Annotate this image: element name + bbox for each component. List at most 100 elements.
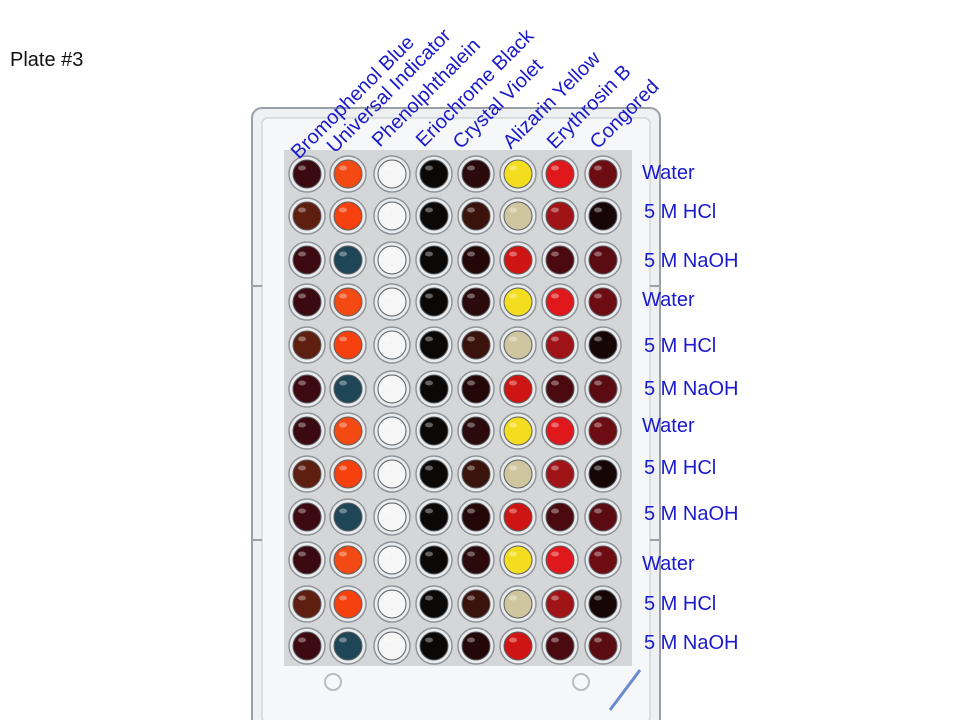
well-r7-c1 bbox=[288, 412, 326, 450]
well-r2-c1 bbox=[288, 197, 326, 235]
well-r12-c3 bbox=[373, 627, 411, 665]
well-r6-c8 bbox=[584, 370, 622, 408]
well-r11-c7 bbox=[541, 585, 579, 623]
well-r6-c4 bbox=[415, 370, 453, 408]
well-r3-c4 bbox=[415, 241, 453, 279]
well-r3-c8 bbox=[584, 241, 622, 279]
well-r2-c5 bbox=[457, 197, 495, 235]
well-r10-c3 bbox=[373, 541, 411, 579]
well-r11-c5 bbox=[457, 585, 495, 623]
well-r9-c8 bbox=[584, 498, 622, 536]
well-r1-c8 bbox=[584, 155, 622, 193]
well-r2-c6 bbox=[499, 197, 537, 235]
well-r8-c5 bbox=[457, 455, 495, 493]
well-r3-c6 bbox=[499, 241, 537, 279]
well-r9-c3 bbox=[373, 498, 411, 536]
well-r5-c8 bbox=[584, 326, 622, 364]
well-r2-c4 bbox=[415, 197, 453, 235]
well-r7-c2 bbox=[329, 412, 367, 450]
well-r12-c2 bbox=[329, 627, 367, 665]
well-r2-c8 bbox=[584, 197, 622, 235]
well-r2-c2 bbox=[329, 197, 367, 235]
well-r7-c3 bbox=[373, 412, 411, 450]
well-r6-c3 bbox=[373, 370, 411, 408]
well-r10-c4 bbox=[415, 541, 453, 579]
well-r2-c7 bbox=[541, 197, 579, 235]
row-label-3: 5 M NaOH bbox=[644, 250, 739, 272]
well-r8-c6 bbox=[499, 455, 537, 493]
well-r7-c4 bbox=[415, 412, 453, 450]
well-r8-c3 bbox=[373, 455, 411, 493]
well-r5-c7 bbox=[541, 326, 579, 364]
well-r5-c5 bbox=[457, 326, 495, 364]
well-r5-c4 bbox=[415, 326, 453, 364]
well-r11-c3 bbox=[373, 585, 411, 623]
well-r12-c4 bbox=[415, 627, 453, 665]
well-r12-c1 bbox=[288, 627, 326, 665]
well-r8-c2 bbox=[329, 455, 367, 493]
row-label-8: 5 M HCl bbox=[644, 457, 717, 479]
well-r9-c2 bbox=[329, 498, 367, 536]
well-r9-c5 bbox=[457, 498, 495, 536]
well-r5-c1 bbox=[288, 326, 326, 364]
well-r1-c3 bbox=[373, 155, 411, 193]
well-r5-c6 bbox=[499, 326, 537, 364]
well-r1-c6 bbox=[499, 155, 537, 193]
well-r10-c8 bbox=[584, 541, 622, 579]
row-label-9: 5 M NaOH bbox=[644, 503, 739, 525]
well-r8-c8 bbox=[584, 455, 622, 493]
row-label-4: Water bbox=[642, 289, 695, 311]
well-r7-c8 bbox=[584, 412, 622, 450]
well-r11-c4 bbox=[415, 585, 453, 623]
well-r12-c5 bbox=[457, 627, 495, 665]
well-r6-c7 bbox=[541, 370, 579, 408]
row-label-7: Water bbox=[642, 415, 695, 437]
well-r4-c7 bbox=[541, 283, 579, 321]
well-r6-c2 bbox=[329, 370, 367, 408]
well-r5-c3 bbox=[373, 326, 411, 364]
well-r6-c5 bbox=[457, 370, 495, 408]
well-r9-c6 bbox=[499, 498, 537, 536]
well-r9-c4 bbox=[415, 498, 453, 536]
well-r1-c1 bbox=[288, 155, 326, 193]
well-r4-c1 bbox=[288, 283, 326, 321]
well-r11-c1 bbox=[288, 585, 326, 623]
well-r4-c8 bbox=[584, 283, 622, 321]
well-r3-c2 bbox=[329, 241, 367, 279]
well-r11-c6 bbox=[499, 585, 537, 623]
well-r9-c1 bbox=[288, 498, 326, 536]
well-r9-c7 bbox=[541, 498, 579, 536]
well-r12-c8 bbox=[584, 627, 622, 665]
well-r10-c7 bbox=[541, 541, 579, 579]
well-r2-c3 bbox=[373, 197, 411, 235]
well-r7-c6 bbox=[499, 412, 537, 450]
plate-title: Plate #3 bbox=[10, 49, 84, 71]
well-r10-c5 bbox=[457, 541, 495, 579]
well-r1-c2 bbox=[329, 155, 367, 193]
row-label-12: 5 M NaOH bbox=[644, 632, 739, 654]
well-r10-c2 bbox=[329, 541, 367, 579]
well-r11-c2 bbox=[329, 585, 367, 623]
row-label-10: Water bbox=[642, 553, 695, 575]
row-label-1: Water bbox=[642, 162, 695, 184]
row-label-11: 5 M HCl bbox=[644, 593, 717, 615]
well-r6-c6 bbox=[499, 370, 537, 408]
row-label-5: 5 M HCl bbox=[644, 335, 717, 357]
row-label-2: 5 M HCl bbox=[644, 201, 717, 223]
well-r10-c1 bbox=[288, 541, 326, 579]
well-r4-c6 bbox=[499, 283, 537, 321]
well-r1-c7 bbox=[541, 155, 579, 193]
well-r6-c1 bbox=[288, 370, 326, 408]
well-r4-c4 bbox=[415, 283, 453, 321]
well-r8-c7 bbox=[541, 455, 579, 493]
well-r3-c3 bbox=[373, 241, 411, 279]
well-r11-c8 bbox=[584, 585, 622, 623]
well-r1-c4 bbox=[415, 155, 453, 193]
well-r8-c4 bbox=[415, 455, 453, 493]
well-r8-c1 bbox=[288, 455, 326, 493]
row-label-6: 5 M NaOH bbox=[644, 378, 739, 400]
well-r12-c7 bbox=[541, 627, 579, 665]
well-r5-c2 bbox=[329, 326, 367, 364]
wells-grid bbox=[288, 155, 622, 665]
